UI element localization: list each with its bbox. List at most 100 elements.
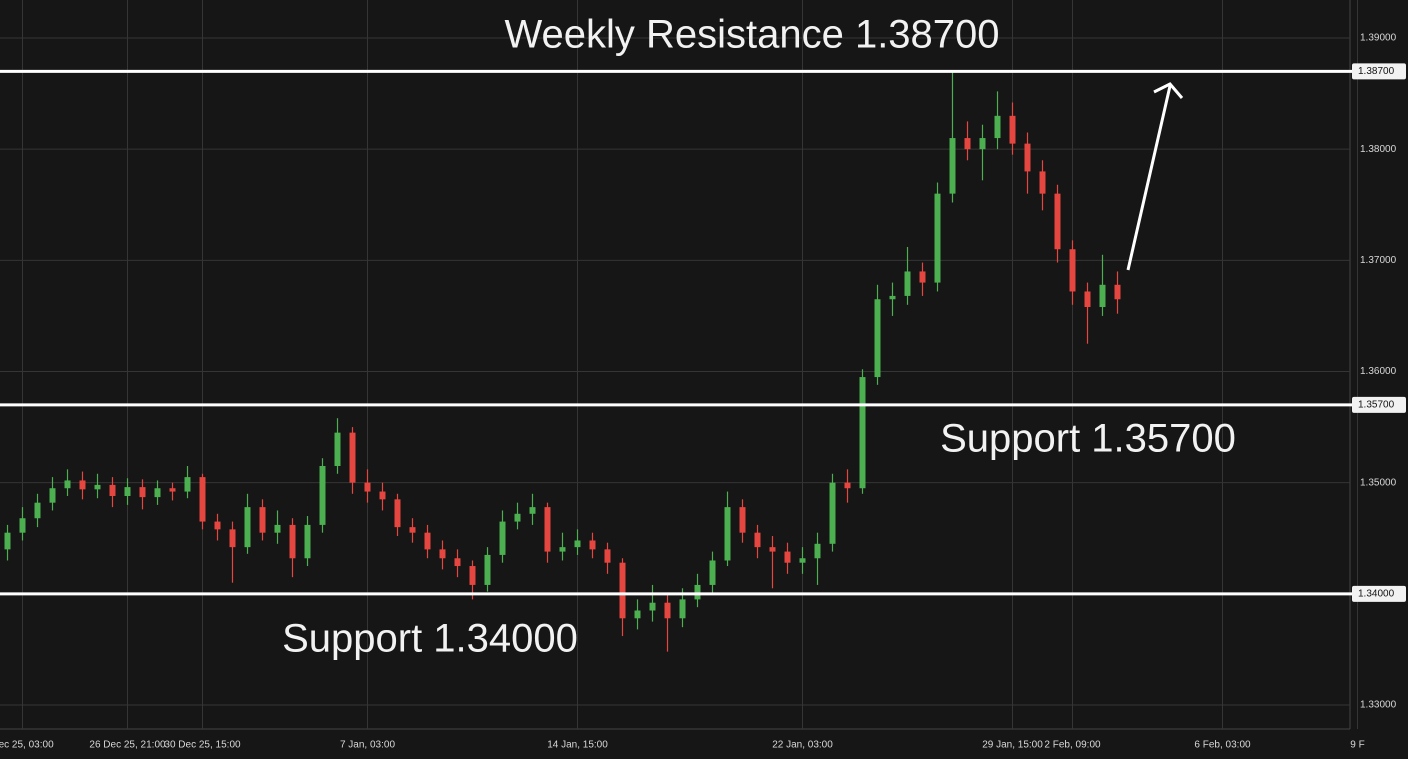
candle-body [64,480,71,489]
candle-body [814,543,821,559]
candle-body [259,507,266,533]
candle-body [484,554,491,585]
candle-body [679,599,686,619]
candle-body [364,482,371,492]
candle-body [154,488,161,498]
x-tick-label: 6 Feb, 03:00 [1194,740,1251,751]
candle-body [649,602,656,611]
candle-body [604,549,611,563]
candle-body [589,540,596,550]
annotation: Weekly Resistance 1.38700 [504,13,999,57]
candle-body [619,562,626,619]
candle-body [994,115,1001,139]
y-tick-label: 1.37000 [1360,255,1397,266]
level-label: 1.34000 [1358,588,1395,599]
y-tick-label: 1.35000 [1360,477,1397,488]
candle-body [949,138,956,194]
plot [4,71,1121,652]
candle-body [784,551,791,563]
candle-body [409,527,416,533]
candle-body [664,602,671,619]
x-tick-label: 7 Jan, 03:00 [340,740,395,751]
candle-body [334,432,341,466]
candle-body [34,502,41,519]
candle-body [304,524,311,559]
candle-body [214,521,221,530]
candle-body [739,507,746,533]
level-label-box [1352,396,1406,413]
candle-body [19,518,26,533]
candle-body [1039,171,1046,194]
candle-body [94,484,101,490]
x-tick-label: 2 Feb, 09:00 [1044,740,1101,751]
candle-body [859,377,866,489]
annotation: Support 1.35700 [940,417,1236,461]
candle-body [1054,193,1061,250]
candle-body [829,482,836,544]
y-tick-label: 1.38000 [1360,144,1397,155]
candle-body [379,491,386,500]
candle-body [1114,284,1121,300]
arrow-shaft [1126,85,1172,271]
candle-body [919,271,926,283]
candle-body [754,532,761,548]
candle-body [109,484,116,497]
candle-body [394,499,401,528]
candle-body [904,271,911,296]
candle-body [199,477,206,522]
candle-body [634,610,641,619]
candle-body [694,584,701,600]
x-tick-label: 22 Jan, 03:00 [772,740,833,751]
candle-body [844,482,851,489]
x-tick-label: 14 Jan, 15:00 [547,740,608,751]
candle-body [349,432,356,483]
candle-body [544,507,551,552]
candle-body [139,487,146,498]
x-tick-label: 30 Dec 25, 15:00 [164,740,241,751]
candle-body [79,480,86,490]
candle-body [454,558,461,567]
candle-body [499,521,506,555]
candle-body [1024,143,1031,172]
level-label: 1.38700 [1358,66,1395,77]
candle-body [769,547,776,552]
candle-body [799,558,806,563]
candle-body [424,532,431,550]
candle-body [169,488,176,492]
y-tick-label: 1.33000 [1360,700,1397,711]
candle-body [874,299,881,378]
candle-body [559,547,566,552]
candle-body [124,487,131,497]
candle-body [319,465,326,525]
candle-body [289,524,296,559]
candle-body [1084,291,1091,308]
level-label-box [1352,585,1406,602]
x-tick-label: Dec 25, 03:00 [0,740,54,751]
level-label: 1.35700 [1358,399,1395,410]
level-label-box [1352,63,1406,80]
candle-body [934,193,941,283]
x-tick-label: 26 Dec 25, 21:00 [89,740,166,751]
annotation: Support 1.34000 [282,617,578,661]
candle-body [49,488,56,503]
candle-body [709,560,716,585]
y-tick-label: 1.36000 [1360,366,1397,377]
arrow-head [1153,82,1184,99]
candle-body [1099,284,1106,308]
candle-body [244,507,251,548]
candle-body [274,524,281,533]
candle-body [574,540,581,548]
candle-body [4,532,11,550]
candle-body [724,507,731,561]
x-tick-label: 29 Jan, 15:00 [982,740,1043,751]
candle-body [529,507,536,514]
candle-body [1069,249,1076,292]
grid [0,0,1358,730]
candle-body [184,477,191,492]
candle-body [1009,115,1016,144]
candle-body [229,529,236,548]
y-tick-label: 1.39000 [1360,33,1397,44]
candle-body [979,138,986,150]
